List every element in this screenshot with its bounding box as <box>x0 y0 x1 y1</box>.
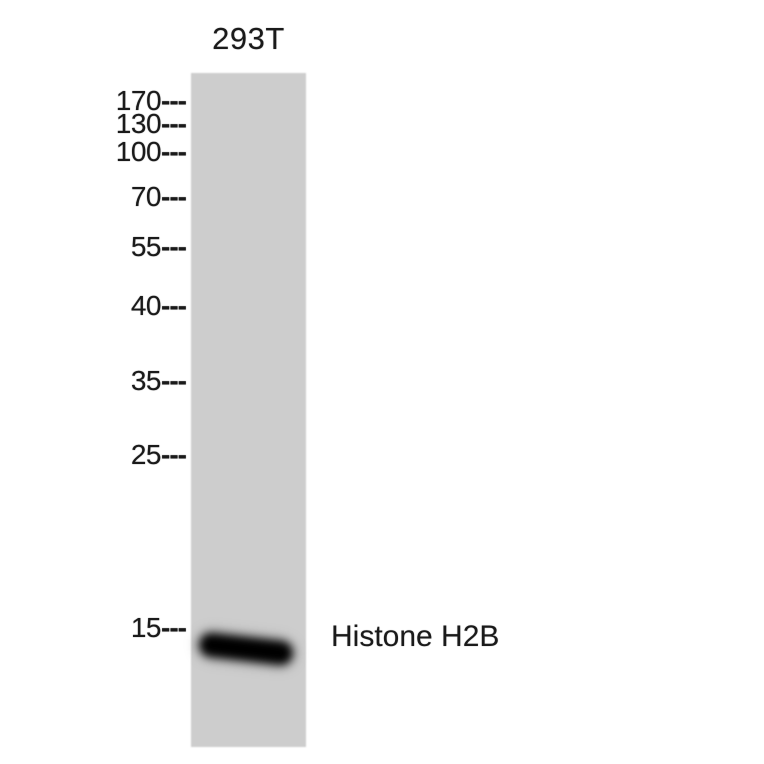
lane-title: 293T <box>212 21 285 56</box>
mw-marker-25: 25--- <box>130 439 187 470</box>
band-label: Histone H2B <box>331 620 500 653</box>
mw-tick-dashes: --- <box>161 439 187 470</box>
mw-marker-55: 55--- <box>130 231 187 262</box>
mw-tick-dashes: --- <box>161 136 187 167</box>
mw-marker-value: 170 <box>115 85 162 116</box>
mw-marker-value: 25 <box>130 439 162 470</box>
mw-marker-value: 70 <box>130 181 162 212</box>
mw-marker-100: 100--- <box>115 136 187 167</box>
mw-marker-15: 15--- <box>130 612 187 643</box>
mw-marker-170: 170--- <box>115 85 187 116</box>
mw-marker-value: 55 <box>130 231 162 262</box>
mw-tick-dashes: --- <box>161 181 187 212</box>
mw-marker-35: 35--- <box>130 365 187 396</box>
mw-marker-value: 35 <box>130 365 162 396</box>
mw-marker-value: 40 <box>130 290 162 321</box>
mw-tick-dashes: --- <box>161 231 187 262</box>
mw-tick-dashes: --- <box>161 108 187 139</box>
mw-tick-dashes: --- <box>161 365 187 396</box>
mw-marker-value: 130 <box>115 108 162 139</box>
mw-marker-70: 70--- <box>130 181 187 212</box>
mw-tick-dashes: --- <box>161 85 187 116</box>
mw-tick-dashes: --- <box>161 612 187 643</box>
mw-marker-40: 40--- <box>130 290 187 321</box>
mw-marker-130: 130--- <box>115 108 187 139</box>
mw-marker-value: 15 <box>130 612 162 643</box>
mw-tick-dashes: --- <box>161 290 187 321</box>
mw-marker-value: 100 <box>115 136 162 167</box>
